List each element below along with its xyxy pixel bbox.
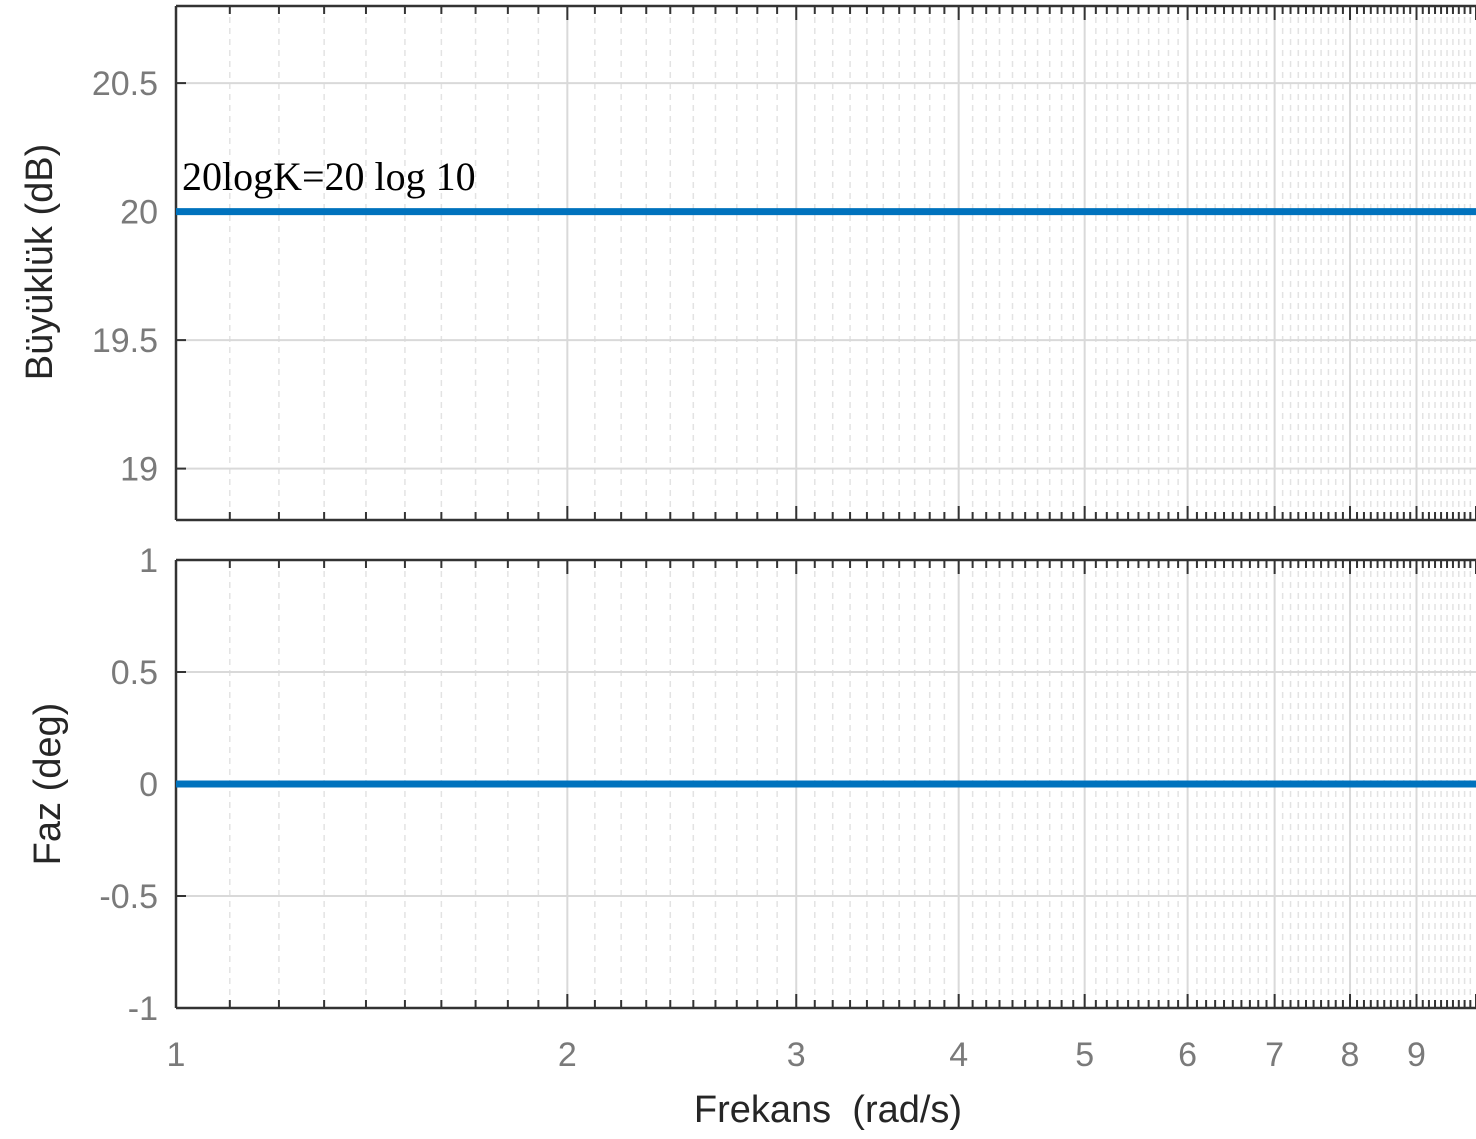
phase-panel: -1 -0.5 0 0.5 1 1 2 3 4 5 6 7 8 9 bbox=[99, 542, 1476, 1074]
phase-x-tick-label: 8 bbox=[1341, 1036, 1360, 1074]
phase-y-axis-label: Faz (deg) bbox=[27, 703, 69, 866]
magnitude-y-tick-label: 20 bbox=[120, 194, 158, 232]
phase-y-tick-label: -0.5 bbox=[99, 878, 158, 916]
magnitude-plot-area bbox=[176, 6, 1476, 520]
magnitude-panel: 19 19.5 20 20.5 bbox=[92, 4, 1476, 522]
phase-x-tick-label: 1 bbox=[167, 1036, 186, 1074]
magnitude-y-tick-label: 19 bbox=[120, 451, 158, 489]
phase-x-tick-label: 2 bbox=[558, 1036, 577, 1074]
magnitude-y-tick-label: 20.5 bbox=[92, 65, 158, 103]
phase-y-tick-label: -1 bbox=[128, 990, 158, 1028]
phase-y-tick-label: 1 bbox=[139, 542, 158, 580]
gain-annotation: 20logK=20 log 10 bbox=[182, 154, 476, 199]
phase-x-tick-label: 9 bbox=[1407, 1036, 1426, 1074]
phase-x-tick-label: 4 bbox=[949, 1036, 968, 1074]
magnitude-y-tick-label: 19.5 bbox=[92, 322, 158, 360]
magnitude-y-axis-label: Büyüklük (dB) bbox=[19, 144, 61, 381]
phase-x-tick-label: 6 bbox=[1178, 1036, 1197, 1074]
phase-y-tick-label: 0 bbox=[139, 766, 158, 804]
phase-y-tick-label: 0.5 bbox=[111, 654, 158, 692]
x-axis-label: Frekans (rad/s) bbox=[694, 1089, 962, 1131]
phase-x-tick-label: 5 bbox=[1075, 1036, 1094, 1074]
phase-x-tick-label: 3 bbox=[787, 1036, 806, 1074]
phase-x-tick-label: 7 bbox=[1265, 1036, 1284, 1074]
